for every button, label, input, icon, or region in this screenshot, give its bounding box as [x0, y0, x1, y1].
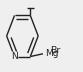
Text: Br: Br — [50, 46, 61, 55]
Text: N: N — [11, 52, 18, 61]
Text: Mg: Mg — [45, 49, 58, 58]
